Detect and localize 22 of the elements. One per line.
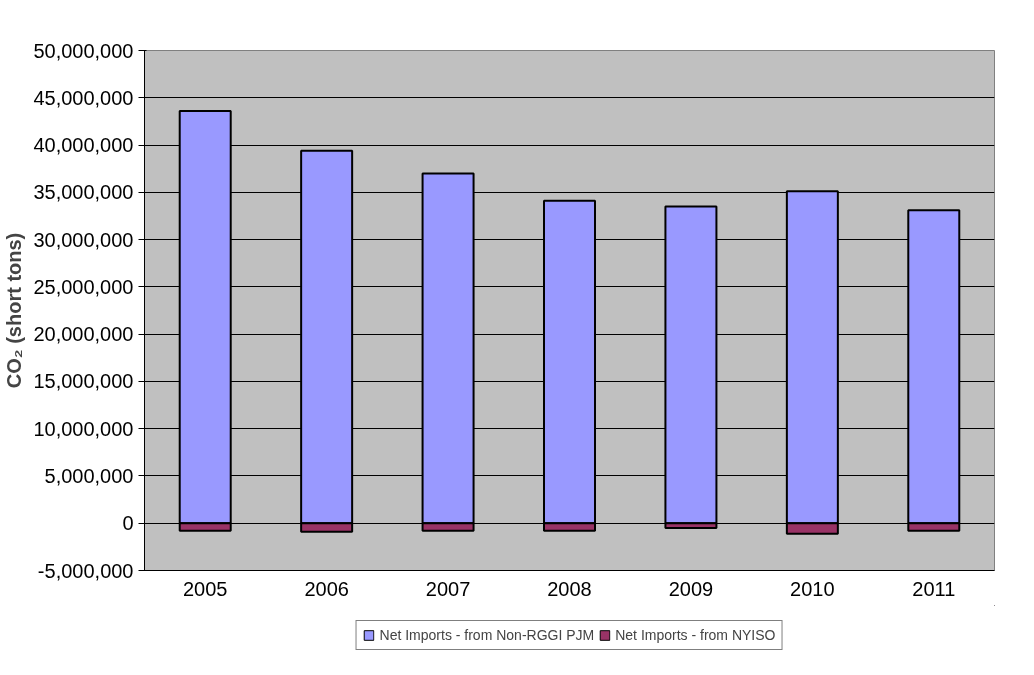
y-tick-label: 20,000,000 <box>33 323 134 346</box>
y-tick-label: 5,000,000 <box>44 464 134 487</box>
x-tick-label: 2005 <box>182 577 228 600</box>
y-tick-label: 25,000,000 <box>33 275 134 298</box>
y-tick-label: 35,000,000 <box>33 181 134 204</box>
y-tick-label: 10,000,000 <box>33 417 134 440</box>
x-tick-label: 2010 <box>790 577 835 600</box>
legend-label: Net Imports - from NYISO <box>615 627 776 643</box>
x-tick-label: 2009 <box>668 577 714 600</box>
x-tick-label: 2006 <box>304 577 349 600</box>
y-tick-label: 15,000,000 <box>33 370 134 393</box>
x-tick-label: 2007 <box>425 577 471 600</box>
x-tick-label: 2011 <box>912 577 956 600</box>
y-tick-label: 30,000,000 <box>33 228 134 251</box>
y-tick-label: 0 <box>122 512 134 535</box>
y-tick-label: 45,000,000 <box>33 86 134 109</box>
y-tick-label: 40,000,000 <box>33 134 134 157</box>
legend-label: Net Imports - from Non-RGGI PJM <box>379 627 595 643</box>
y-axis-title: CO₂ (short tons) <box>3 232 26 389</box>
y-tick-label: -5,000,000 <box>37 559 134 582</box>
y-tick-label: 50,000,000 <box>33 39 134 62</box>
x-tick-label: 2008 <box>547 577 592 600</box>
